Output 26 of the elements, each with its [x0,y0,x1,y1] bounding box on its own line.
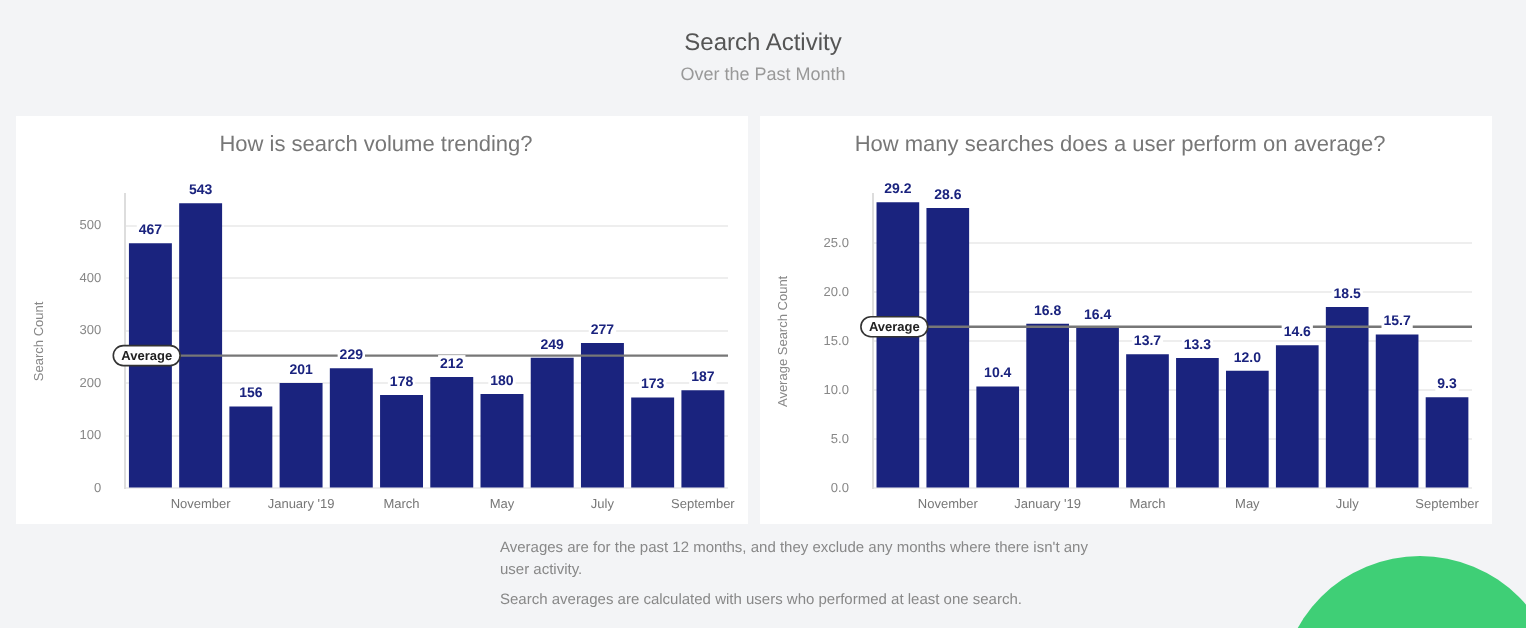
bar [229,406,273,488]
bar [179,203,223,488]
bar [1325,307,1369,488]
bar [631,397,675,488]
bar [1225,370,1269,488]
bar [1076,327,1119,488]
bar [1275,345,1319,488]
bar [1425,397,1469,488]
bar [279,382,323,488]
bar [380,394,423,488]
chart-title: How many searches does a user perform on average? [854,133,1386,158]
bar [926,208,970,488]
bar [1026,323,1069,488]
bar [1126,354,1169,488]
bar [976,386,1020,488]
bar [1375,334,1419,488]
bar [430,377,474,488]
bar [1176,358,1219,488]
text: Over the Past Month [678,64,848,84]
text: Search Activity [682,28,844,56]
bar [329,368,373,488]
bar [480,393,524,488]
bar [580,342,624,488]
chart-title: How is search volume trending? [219,133,533,158]
bar [681,390,725,488]
bar [530,357,574,488]
